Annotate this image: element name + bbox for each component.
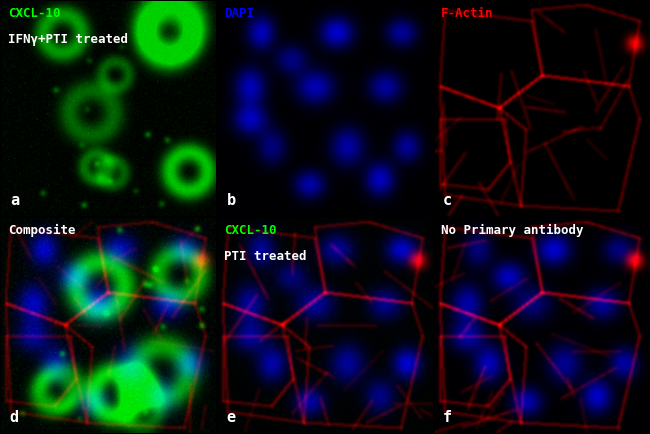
Text: No Primary antibody: No Primary antibody — [441, 224, 584, 237]
Text: f: f — [443, 410, 452, 424]
Text: a: a — [10, 193, 19, 207]
Text: PTI treated: PTI treated — [224, 250, 307, 263]
Text: CXCL-10: CXCL-10 — [224, 224, 277, 237]
Text: b: b — [227, 193, 236, 207]
Text: IFNγ+PTI treated: IFNγ+PTI treated — [8, 33, 127, 46]
Text: CXCL-10: CXCL-10 — [8, 7, 60, 20]
Text: e: e — [227, 410, 236, 424]
Text: Composite: Composite — [8, 224, 75, 237]
Text: c: c — [443, 193, 452, 207]
Text: DAPI: DAPI — [224, 7, 254, 20]
Text: d: d — [10, 410, 19, 424]
Text: F-Actin: F-Actin — [441, 7, 493, 20]
